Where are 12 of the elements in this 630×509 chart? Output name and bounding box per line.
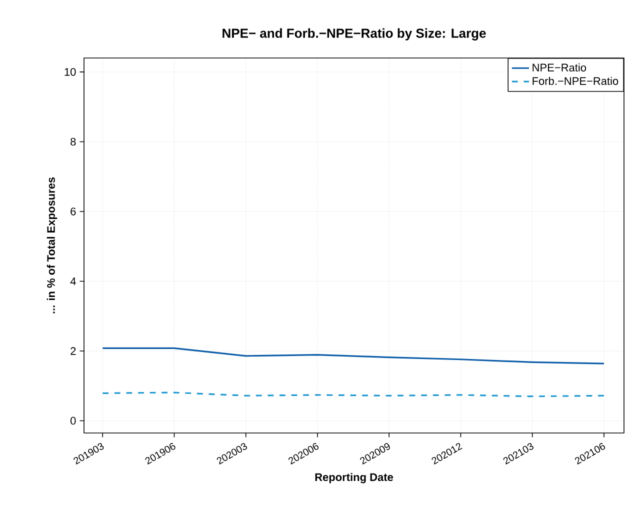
y-tick-label: 0 [70, 416, 76, 425]
legend-label: Forb.−NPE−Ratio [532, 76, 618, 85]
chart-title: NPE− and Forb.−NPE−Ratio by Size: Large [222, 28, 486, 40]
y-axis-title: ... in % of Total Exposures [46, 177, 58, 314]
y-tick-label: 8 [70, 138, 76, 146]
y-tick-label: 6 [70, 208, 76, 216]
y-tick-label: 4 [70, 277, 76, 286]
y-tick-label: 10 [64, 68, 76, 76]
x-axis-title: Reporting Date [315, 472, 394, 484]
line-series [102, 347, 605, 364]
y-tick-label: 2 [70, 347, 76, 355]
legend-label: NPE−Ratio [532, 63, 586, 72]
